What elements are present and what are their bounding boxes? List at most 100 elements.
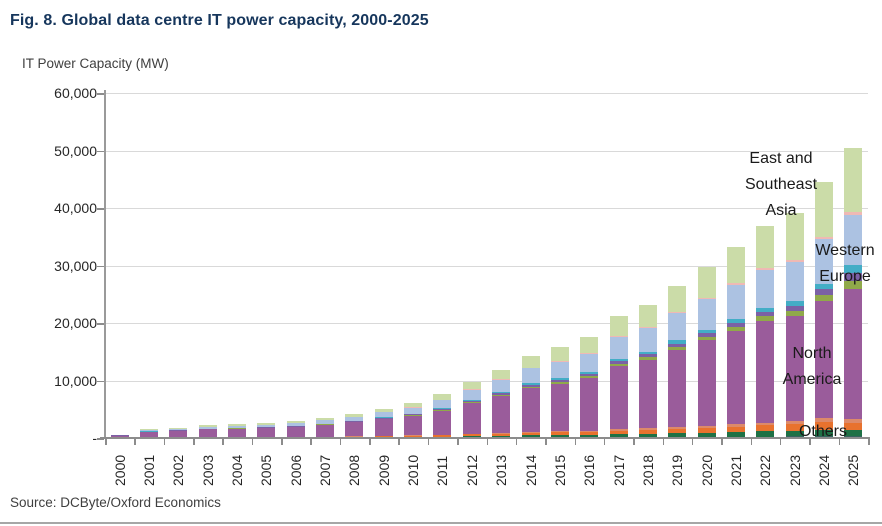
segment-2012-others-salmon-band [462, 433, 481, 435]
x-tick-label-2020: 2020 [698, 454, 715, 486]
segment-2013-others-violet-band [492, 393, 511, 395]
x-tick-mark-19 [662, 439, 665, 445]
bottom-divider [0, 522, 882, 524]
segment-2013-others-dark-green-band [492, 435, 511, 438]
segment-2025-others-dark-green-band [844, 429, 863, 437]
segment-2018-others-light-teal-band [638, 351, 657, 355]
segment-2015-others-light-teal-band [550, 377, 569, 380]
gridline-60000 [105, 93, 868, 94]
segment-2016-east-and-southeast-asia [580, 337, 599, 354]
segment-2025-others-salmon-band [844, 419, 863, 423]
segment-2018-east-and-southeast-asia [638, 304, 657, 327]
x-tick-label-2018: 2018 [639, 454, 656, 486]
segment-2025-others-olive-band [844, 281, 863, 290]
bar-2005 [257, 423, 276, 438]
segment-2021-others-violet-band [726, 322, 745, 327]
segment-2023-others-salmon-band [785, 421, 804, 425]
segment-2022-others-salmon-band [756, 422, 775, 426]
segment-2017-east-and-southeast-asia [609, 316, 628, 336]
x-tick-mark-23 [779, 439, 782, 445]
segment-2020-others-violet-band [697, 332, 716, 337]
segment-2014-others-pink-band [521, 367, 540, 369]
gridline-50000 [105, 150, 868, 152]
segment-2025-east-and-southeast-asia [844, 147, 863, 213]
segment-2013-others-salmon-band [492, 432, 511, 434]
segment-2025-north-america [844, 289, 863, 420]
segment-2017-others-olive-band [609, 363, 628, 367]
bar-2020 [697, 266, 716, 438]
x-tick-mark-2 [163, 439, 166, 445]
segment-2011-north-america [433, 410, 452, 435]
segment-2002-western-europe [169, 428, 188, 431]
bar-2021 [726, 247, 745, 438]
x-tick-label-2013: 2013 [493, 454, 510, 486]
segment-2008-western-europe [345, 416, 364, 421]
segment-2023-east-and-southeast-asia [785, 212, 804, 261]
segment-2019-others-light-teal-band [668, 340, 687, 344]
x-tick-mark-9 [369, 439, 371, 445]
segment-2006-east-and-southeast-asia [286, 421, 305, 424]
segment-2021-western-europe [726, 284, 745, 320]
segment-2023-north-america [785, 315, 804, 422]
segment-2015-north-america [550, 383, 569, 432]
segment-2014-east-and-southeast-asia [521, 355, 540, 368]
x-tick-label-2000: 2000 [111, 454, 128, 486]
segment-2018-others-dark-green-band [638, 433, 657, 438]
segment-2009-western-europe [374, 412, 393, 418]
segment-2001-north-america [140, 431, 159, 438]
segment-2010-western-europe [404, 407, 423, 414]
segment-2012-others-orange-band [462, 434, 481, 437]
segment-2024-others-dark-green-band [814, 429, 833, 437]
bar-2019 [668, 286, 687, 438]
segment-2009-east-and-southeast-asia [374, 408, 393, 413]
segment-2008-east-and-southeast-asia [345, 413, 364, 417]
segment-2003-western-europe [198, 426, 217, 429]
segment-2012-others-violet-band [462, 400, 481, 403]
segment-2017-north-america [609, 366, 628, 430]
segment-2012-others-light-teal-band [462, 399, 481, 401]
annotation-others: Others [798, 423, 847, 440]
segment-2017-others-salmon-band [609, 429, 628, 431]
segment-2011-others-olive-band [433, 409, 452, 411]
x-tick-mark-17 [603, 439, 606, 445]
segment-2022-others-olive-band [756, 316, 775, 321]
segment-2018-western-europe [638, 327, 657, 352]
segment-2022-others-orange-band [756, 425, 775, 432]
x-tick-mark-21 [721, 439, 723, 445]
x-tick-mark-7 [310, 439, 312, 445]
y-tick-mark-30000 [97, 265, 104, 267]
segment-2020-western-europe [697, 298, 716, 330]
source-note: Source: DCByte/Oxford Economics [10, 495, 221, 510]
segment-2004-western-europe [228, 425, 247, 428]
x-tick-mark-26 [868, 439, 870, 445]
segment-2010-others-orange-band [404, 435, 423, 437]
x-tick-mark-22 [750, 439, 753, 445]
segment-2011-others-light-teal-band [433, 407, 452, 409]
x-tick-mark-3 [193, 439, 195, 445]
segment-2013-others-orange-band [492, 433, 511, 436]
segment-2006-north-america [286, 426, 305, 437]
x-tick-label-2024: 2024 [815, 454, 832, 486]
x-tick-mark-15 [545, 439, 547, 445]
x-tick-mark-5 [251, 439, 254, 445]
segment-2024-others-violet-band [814, 289, 833, 295]
segment-2001-east-and-southeast-asia [140, 429, 159, 431]
segment-2009-north-america [374, 419, 393, 436]
segment-2002-east-and-southeast-asia [169, 427, 188, 429]
segment-2022-north-america [756, 320, 775, 423]
segment-2023-others-orange-band [785, 424, 804, 431]
bar-2025 [844, 147, 863, 438]
x-tick-label-2001: 2001 [141, 454, 158, 486]
segment-2021-others-olive-band [726, 326, 745, 331]
segment-2015-others-salmon-band [550, 431, 569, 433]
segment-2022-others-dark-green-band [756, 431, 775, 437]
bar-2006 [286, 421, 305, 438]
segment-2003-east-and-southeast-asia [198, 425, 217, 427]
bar-2018 [638, 304, 657, 438]
segment-2019-others-salmon-band [668, 426, 687, 429]
gridline-10000 [105, 380, 868, 382]
segment-2004-east-and-southeast-asia [228, 424, 247, 426]
x-tick-mark-1 [134, 439, 136, 445]
segment-2005-east-and-southeast-asia [257, 423, 276, 425]
